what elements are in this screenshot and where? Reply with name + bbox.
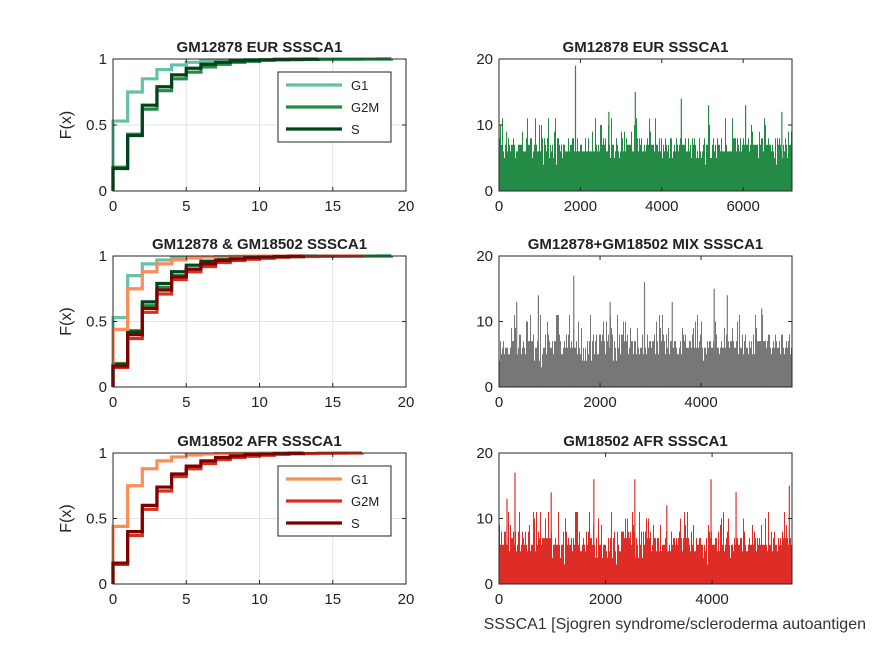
y-tick-label: 20: [476, 51, 493, 68]
y-tick-label: 0.5: [86, 511, 107, 528]
x-tick-label: 15: [324, 198, 341, 215]
x-tick-label: 5: [182, 591, 190, 608]
ecdf-series-s: [111, 254, 306, 387]
x-tick-label: 10: [251, 394, 268, 411]
y-tick-label: 0: [485, 576, 493, 593]
x-tick-label: 4000: [695, 591, 728, 608]
bar-base: [499, 569, 792, 584]
plot-title: GM18502 AFR SSSCA1: [563, 433, 728, 450]
plot-title: GM12878 EUR SSSCA1: [563, 39, 729, 56]
y-tick-label: 10: [476, 511, 493, 528]
x-tick-label: 5: [182, 198, 190, 215]
y-tick-label: 20: [476, 445, 493, 462]
y-tick-label: 0: [99, 576, 107, 593]
y-axis-label: F(x): [58, 111, 75, 139]
y-tick-label: 1: [99, 248, 107, 265]
legend: G1 G2M S: [277, 71, 392, 143]
y-tick-label: 1: [99, 445, 107, 462]
legend-label-g1: G1: [351, 78, 368, 93]
legend-label-g2m: G2M: [351, 494, 379, 509]
y-axis-label: F(x): [58, 504, 75, 532]
plot-title: GM12878 EUR SSSCA1: [177, 39, 343, 56]
plot-title: GM18502 AFR SSSCA1: [177, 433, 342, 450]
legend-label-s: S: [351, 516, 360, 531]
subplot-3: 0 5 10 15 20 0 0.5 1 GM12878 & GM18502 SSSCA1 F(x…: [58, 236, 414, 411]
legend-label-g2m: G2M: [351, 100, 379, 115]
x-tick-label: 10: [251, 591, 268, 608]
x-tick-label: 0: [109, 591, 117, 608]
subplot-5: 0 5 10 15 20 0 0.5 1 GM18502 AFR SSSCA1 F(x) G1 G2M…: [58, 433, 414, 608]
bar-base: [499, 176, 792, 191]
x-tick-label: 0: [109, 394, 117, 411]
bar-base: [499, 372, 792, 387]
x-tick-label: 4000: [684, 394, 717, 411]
y-tick-label: 0: [99, 379, 107, 396]
legend-label-s: S: [351, 122, 360, 137]
x-tick-label: 2000: [583, 394, 616, 411]
subplot-6: 0 2000 4000 0 10 20 GM18502 AFR SSSCA1: [476, 433, 793, 608]
subplot-2: 0 2000 4000 6000 0 10 20 GM12878 EUR SSSCA1: [476, 39, 793, 215]
subplot-1: 0 5 10 15 20 0 0.5 1 GM12878 EUR SSSCA1 F(x) G1 G2M…: [58, 39, 414, 215]
x-tick-label: 2000: [564, 198, 597, 215]
x-tick-label: 2000: [589, 591, 622, 608]
y-tick-label: 10: [476, 314, 493, 331]
x-tick-label: 20: [398, 198, 415, 215]
y-tick-label: 0: [99, 183, 107, 200]
legend: G1 G2M S: [277, 465, 392, 537]
x-tick-label: 4000: [645, 198, 678, 215]
x-tick-label: 20: [398, 591, 415, 608]
plot-title: GM12878 & GM18502 SSSCA1: [152, 236, 367, 253]
x-tick-label: 0: [109, 198, 117, 215]
y-tick-label: 1: [99, 51, 107, 68]
y-tick-label: 20: [476, 248, 493, 265]
y-tick-label: 10: [476, 117, 493, 134]
y-tick-label: 0.5: [86, 314, 107, 331]
x-tick-label: 0: [495, 198, 503, 215]
x-tick-label: 5: [182, 394, 190, 411]
y-tick-label: 0: [485, 183, 493, 200]
y-tick-label: 0: [485, 379, 493, 396]
ecdf-series-s: [111, 451, 306, 584]
x-tick-label: 15: [324, 591, 341, 608]
y-tick-label: 0.5: [86, 117, 107, 134]
x-tick-label: 0: [495, 394, 503, 411]
subplot-4: 0 2000 4000 0 10 20 GM12878+GM18502 MIX SSSCA1: [476, 236, 793, 411]
y-axis-label: F(x): [58, 307, 75, 335]
x-tick-label: 10: [251, 198, 268, 215]
x-tick-label: 6000: [726, 198, 759, 215]
x-tick-label: 20: [398, 394, 415, 411]
x-tick-label: 0: [495, 591, 503, 608]
x-tick-label: 15: [324, 394, 341, 411]
footer-label: SSSCA1 [Sjogren syndrome/scleroderma aut…: [484, 616, 866, 633]
plot-title: GM12878+GM18502 MIX SSSCA1: [528, 236, 764, 253]
legend-label-g1: G1: [351, 472, 368, 487]
